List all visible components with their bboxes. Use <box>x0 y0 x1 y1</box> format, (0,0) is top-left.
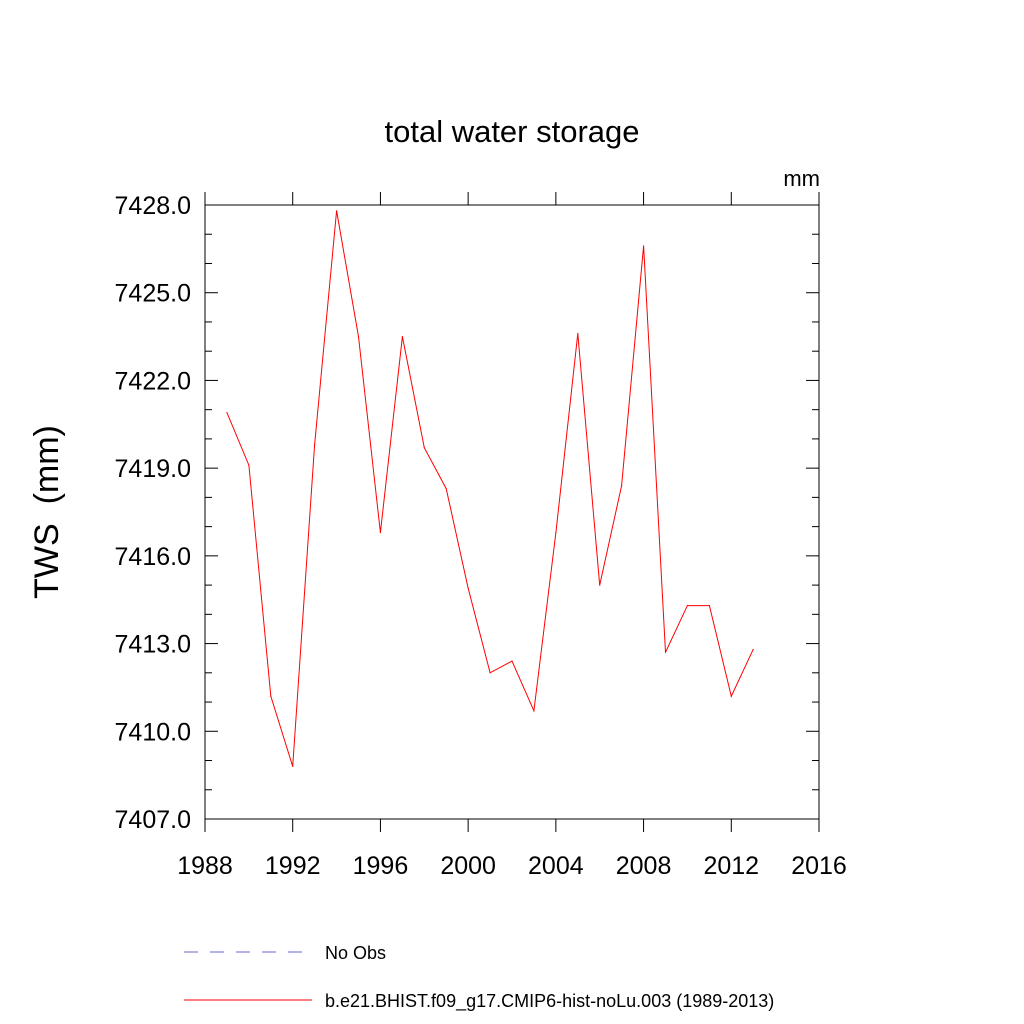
x-axis-ticks: 1988 1992 1996 2000 2004 2008 2012 2016 <box>177 192 847 880</box>
data-point <box>577 333 579 335</box>
data-point <box>357 335 360 338</box>
legend: No Obs b.e21.BHIST.f09_g17.CMIP6-hist-noL… <box>184 943 774 1012</box>
y-tick-label: 7425.0 <box>115 280 191 308</box>
data-point <box>401 335 403 338</box>
data-point <box>445 488 447 490</box>
series-layer <box>226 210 754 767</box>
unit-label: mm <box>783 166 820 191</box>
data-point <box>270 695 272 697</box>
data-point <box>335 210 338 212</box>
data-point <box>664 651 667 653</box>
x-tick-label: 1992 <box>265 852 321 880</box>
x-tick-label: 1996 <box>353 852 409 880</box>
data-point <box>708 604 710 607</box>
data-point <box>686 604 689 607</box>
chart-title: total water storage <box>384 114 639 149</box>
y-tick-label: 7410.0 <box>115 718 191 746</box>
legend-label: No Obs <box>325 943 386 963</box>
data-point <box>423 447 425 449</box>
data-point <box>379 531 382 534</box>
data-point <box>599 584 601 586</box>
y-axis-label: TWS (mm) <box>28 425 66 599</box>
plot-frame <box>204 204 820 820</box>
x-tick-label: 2000 <box>440 852 496 880</box>
y-tick-label: 7422.0 <box>115 367 191 395</box>
data-point <box>248 464 250 466</box>
data-point <box>489 672 491 674</box>
y-tick-label: 7416.0 <box>115 543 191 571</box>
data-point <box>533 710 535 712</box>
data-point <box>621 485 623 487</box>
data-point <box>511 660 513 662</box>
y-tick-label: 7428.0 <box>115 192 191 220</box>
data-point <box>752 648 754 651</box>
y-tick-label: 7413.0 <box>115 631 191 659</box>
legend-label: b.e21.BHIST.f09_g17.CMIP6-hist-noLu.003 … <box>325 991 774 1012</box>
data-point <box>642 245 645 247</box>
data-point <box>292 765 294 767</box>
x-tick-label: 2004 <box>528 852 584 880</box>
data-point <box>555 531 557 534</box>
y-tick-label: 7407.0 <box>115 806 191 834</box>
data-point <box>467 587 469 589</box>
data-point <box>314 444 316 446</box>
series-line-1 <box>226 210 754 767</box>
y-axis-ticks: 7407.0 7410.0 7413.0 7416.0 7419.0 7422.0 7425… <box>115 192 819 834</box>
x-tick-label: 2016 <box>791 852 847 880</box>
x-tick-label: 2008 <box>616 852 672 880</box>
data-point <box>730 695 732 697</box>
x-tick-label: 1988 <box>177 852 233 880</box>
y-tick-label: 7419.0 <box>115 455 191 483</box>
data-point <box>226 411 228 414</box>
x-tick-label: 2012 <box>703 852 759 880</box>
